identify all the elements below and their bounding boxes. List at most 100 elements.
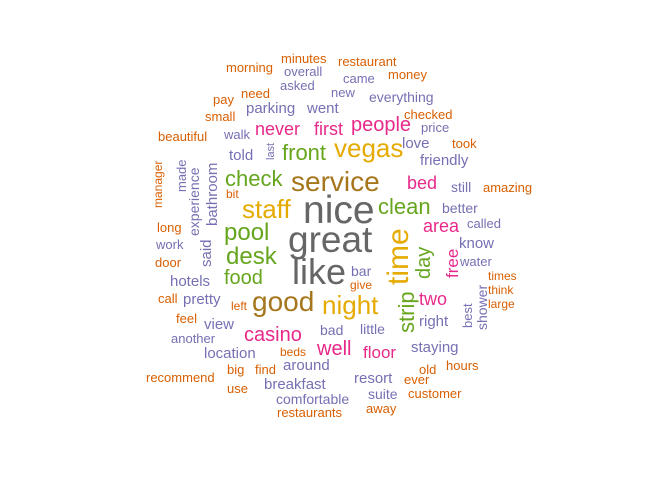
word-asked: asked [280,78,315,93]
word-large: large [488,297,515,311]
word-friendly: friendly [420,152,469,169]
word-day: day [413,246,435,279]
word-love: love [402,135,430,152]
word-two: two [419,289,448,309]
word-front: front [282,140,327,165]
word-suite: suite [368,386,398,402]
word-time: time [382,228,415,285]
word-pay: pay [213,92,234,107]
word-came: came [343,71,375,86]
word-water: water [460,254,492,269]
word-bar: bar [351,263,372,279]
word-service: service [291,166,380,197]
word-overall: overall [284,64,323,79]
word-call: call [158,291,178,306]
word-find: find [255,362,276,377]
word-strip: strip [394,291,419,333]
word-casino: casino [244,324,302,346]
word-bad: bad [320,322,344,338]
word-recommend: recommend [146,370,215,385]
word-money: money [388,67,428,82]
word-staff: staff [242,194,291,224]
word-experience: experience [186,167,202,237]
word-never: never [255,119,301,139]
word-right: right [419,313,449,330]
word-shower: shower [474,284,490,330]
word-think: think [488,283,514,297]
word-away: away [366,401,397,416]
word-desk: desk [226,243,277,270]
word-resort: resort [354,370,393,387]
word-beds: beds [280,345,307,359]
word-check: check [225,166,283,191]
word-small: small [205,109,236,124]
word-minutes: minutes [281,51,327,66]
word-price: price [421,120,450,135]
word-clean: clean [378,194,431,219]
word-long: long [157,220,182,235]
word-old: old [419,362,437,377]
word-free: free [443,248,462,278]
word-last: last [265,142,277,160]
word-well: well [317,338,352,360]
word-bathroom: bathroom [204,162,221,226]
word-customer: customer [408,386,462,401]
word-food: food [224,267,263,289]
word-feel: feel [176,311,197,326]
word-said: said [198,239,215,267]
word-made: made [174,159,189,192]
word-left: left [231,299,248,313]
word-everything: everything [369,89,434,105]
word-times: times [488,269,517,283]
word-bit: bit [226,187,239,201]
word-door: door [155,255,182,270]
word-hotels: hotels [170,273,211,290]
word-checked: checked [404,107,453,122]
word-pretty: pretty [183,291,221,308]
word-around: around [283,357,330,374]
word-give: give [350,278,373,292]
word-great: great [288,219,373,260]
word-another: another [171,331,216,346]
word-work: work [156,237,184,252]
word-little: little [360,321,385,337]
word-floor: floor [363,343,397,362]
word-went: went [307,100,339,117]
word-manager: manager [151,160,165,208]
word-parking: parking [246,100,296,117]
word-walk: walk [224,127,251,142]
word-location: location [204,345,256,362]
word-vegas: vegas [334,133,404,163]
word-called: called [467,216,501,231]
word-pool: pool [224,219,270,246]
word-still: still [451,179,472,195]
word-ever: ever [404,372,430,387]
word-know: know [459,235,495,252]
word-comfortable: comfortable [276,391,350,407]
word-area: area [423,216,460,236]
word-bed: bed [407,173,438,193]
word-hours: hours [446,358,479,373]
word-restaurants: restaurants [277,405,343,420]
word-night: night [322,290,379,320]
word-told: told [229,147,254,164]
word-staying: staying [411,339,459,356]
word-morning: morning [226,60,273,75]
word-took: took [452,136,477,151]
word-view: view [204,316,235,333]
word-new: new [331,85,355,100]
word-amazing: amazing [483,180,533,195]
word-breakfast: breakfast [264,376,326,393]
word-big: big [227,362,245,377]
word-first: first [314,119,343,139]
word-best: best [460,303,475,328]
word-like: like [292,251,347,292]
word-people: people [351,114,412,136]
word-restaurant: restaurant [338,54,397,69]
word-need: need [241,86,270,101]
word-beautiful: beautiful [158,129,208,144]
word-better: better [442,200,478,216]
word-use: use [227,381,248,396]
word-good: good [252,286,315,317]
